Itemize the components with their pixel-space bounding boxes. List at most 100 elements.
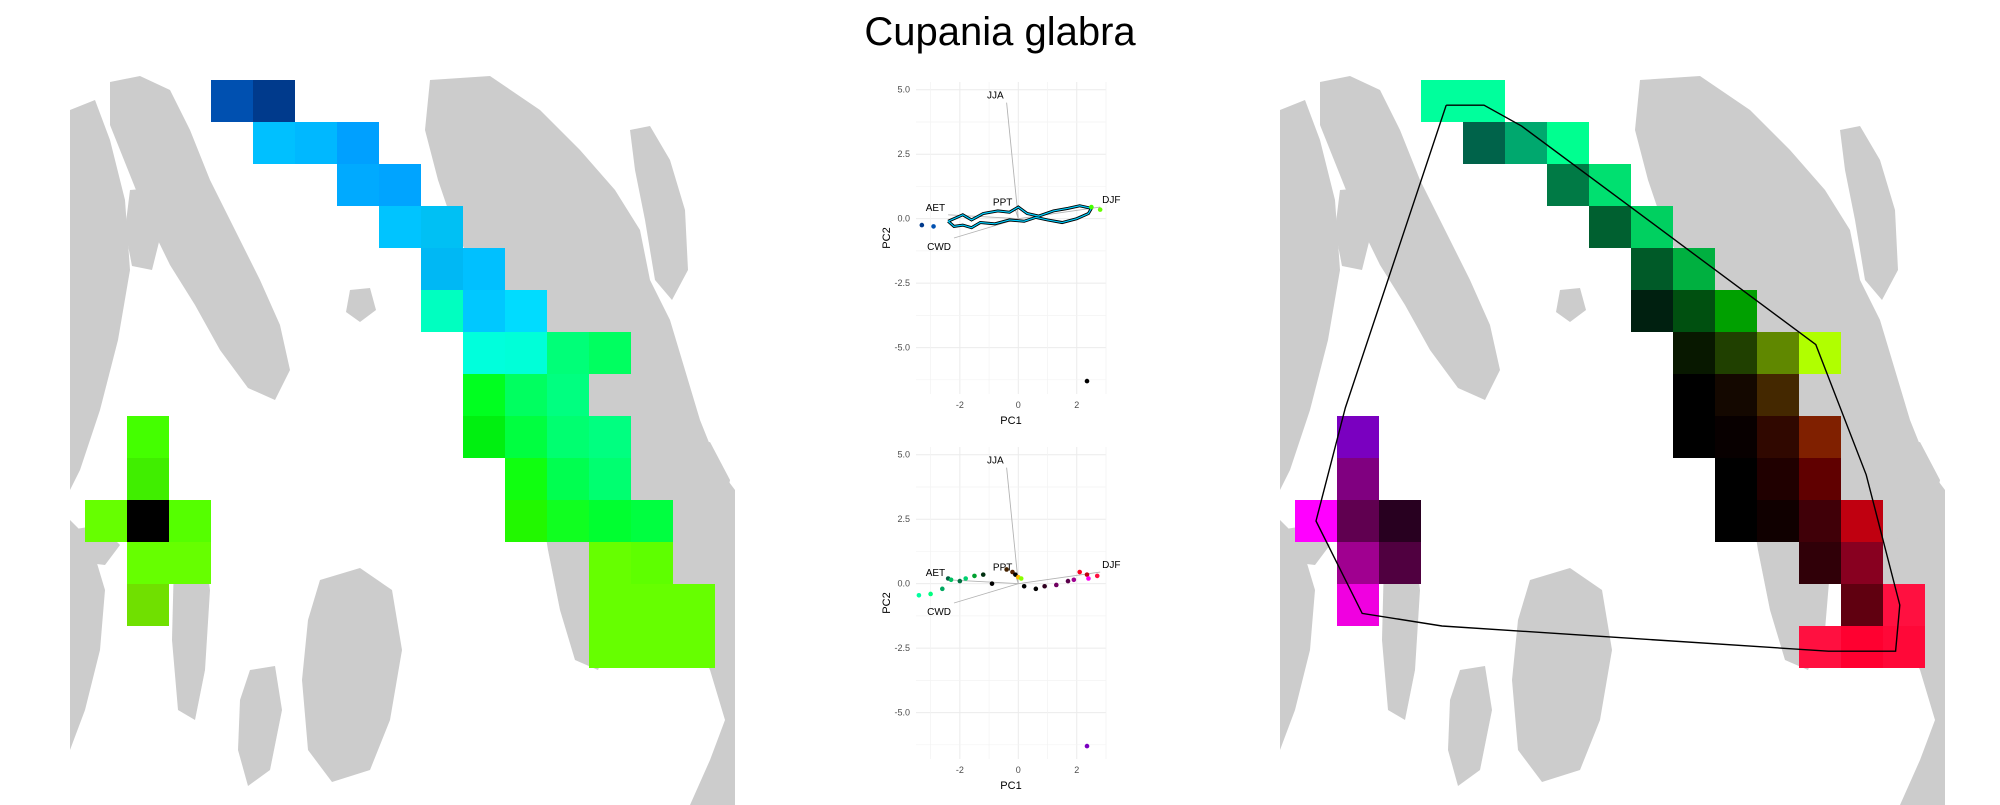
grid-cell xyxy=(589,416,631,458)
grid-cell xyxy=(673,584,715,626)
data-point xyxy=(931,224,936,229)
data-point xyxy=(1065,578,1071,584)
land-shape xyxy=(1335,188,1372,270)
land-shape xyxy=(1840,126,1898,300)
land-shape xyxy=(1512,568,1612,782)
y-tick-label: 0.0 xyxy=(897,579,910,589)
grid-cell xyxy=(1883,626,1925,668)
grid-cell xyxy=(1463,122,1505,164)
data-point xyxy=(1084,743,1090,749)
grid-cell xyxy=(1799,500,1841,542)
grid-cell xyxy=(1673,332,1715,374)
x-tick-label: 0 xyxy=(1016,400,1021,410)
grid-cell xyxy=(1841,542,1883,584)
grid-cell xyxy=(1589,164,1631,206)
grid-cell xyxy=(547,332,589,374)
land-shape xyxy=(540,155,590,340)
grid-cell xyxy=(505,290,547,332)
x-axis-label: PC1 xyxy=(1000,780,1021,792)
grid-cell xyxy=(421,206,463,248)
vector-label-cwd: CWD xyxy=(927,607,951,618)
grid-cell xyxy=(1547,122,1589,164)
data-point xyxy=(928,591,933,597)
chart-title: Cupania glabra xyxy=(864,10,1136,54)
grid-cell xyxy=(463,374,505,416)
land-shape xyxy=(1280,520,1315,750)
grid-cell xyxy=(1631,290,1673,332)
grid-cell xyxy=(631,584,673,626)
y-tick-label: -5.0 xyxy=(894,343,910,353)
grid-cells xyxy=(85,80,715,668)
gridlines xyxy=(916,82,1107,394)
data-point xyxy=(1021,583,1027,589)
grid-cell xyxy=(1841,584,1883,626)
grid-cell xyxy=(1379,542,1421,584)
grid-cell xyxy=(127,542,169,584)
grid-cell xyxy=(1841,500,1883,542)
grid-cell xyxy=(1673,416,1715,458)
grid-cell xyxy=(85,500,127,542)
vector-label-cwd: CWD xyxy=(927,242,951,253)
grid-cell xyxy=(673,626,715,668)
grid-cell xyxy=(1715,500,1757,542)
grid-cell xyxy=(1631,248,1673,290)
vector-label-djf: DJF xyxy=(1102,560,1120,571)
grid-cell xyxy=(505,374,547,416)
vector-label-jja: JJA xyxy=(987,91,1004,102)
y-tick-label: 0.0 xyxy=(897,214,910,224)
grid-cell xyxy=(1715,416,1757,458)
land-shape xyxy=(110,76,290,400)
x-tick-label: -2 xyxy=(956,400,964,410)
grid-cell xyxy=(127,416,169,458)
y-axis-label: PC2 xyxy=(881,227,893,248)
grid-cell xyxy=(589,500,631,542)
grid-cell xyxy=(379,206,421,248)
grid-cell xyxy=(1757,458,1799,500)
grid-cell xyxy=(1757,374,1799,416)
grid-cell xyxy=(505,458,547,500)
data-point xyxy=(1071,577,1077,583)
y-tick-label: -2.5 xyxy=(894,278,910,288)
grid-cell xyxy=(505,332,547,374)
grid-cell xyxy=(1673,248,1715,290)
grid-cell xyxy=(1337,500,1379,542)
grid-cell xyxy=(1799,332,1841,374)
grid-cell xyxy=(379,164,421,206)
data-point xyxy=(989,581,995,586)
grid-cell xyxy=(631,626,673,668)
right-map-panel xyxy=(1280,76,1945,805)
grid-cell xyxy=(421,290,463,332)
vector-label-ppt: PPT xyxy=(993,198,1012,209)
grid-cell xyxy=(1379,500,1421,542)
grid-cell xyxy=(1463,80,1505,122)
vector-label-ppt: PPT xyxy=(993,563,1012,574)
land-shape xyxy=(70,520,105,750)
loading-vector xyxy=(1018,206,1101,220)
data-point xyxy=(1054,582,1059,588)
grid-cell xyxy=(1757,416,1799,458)
grid-cell xyxy=(463,290,505,332)
y-tick-label: -2.5 xyxy=(894,643,910,653)
data-point xyxy=(963,576,968,581)
vector-label-aet: AET xyxy=(926,568,945,579)
grid-cell xyxy=(211,80,253,122)
grid-cell xyxy=(1883,584,1925,626)
data-point xyxy=(972,573,977,579)
convex-hull-outline xyxy=(1315,104,1901,652)
grid-cell xyxy=(1757,500,1799,542)
data-point xyxy=(1086,576,1091,581)
data-point xyxy=(1018,576,1024,581)
data-point xyxy=(1094,573,1100,579)
grid-cell xyxy=(1757,332,1799,374)
data-point xyxy=(1084,378,1090,384)
grid-cell xyxy=(169,500,211,542)
land-shape xyxy=(1556,288,1586,322)
grid-cell xyxy=(547,416,589,458)
grid-cell xyxy=(589,626,631,668)
grid-cell xyxy=(127,500,169,542)
grid-cell xyxy=(1589,206,1631,248)
grid-cell xyxy=(169,542,211,584)
land-shape xyxy=(125,188,162,270)
grid-cell xyxy=(1799,416,1841,458)
land-shape xyxy=(1750,155,1800,340)
